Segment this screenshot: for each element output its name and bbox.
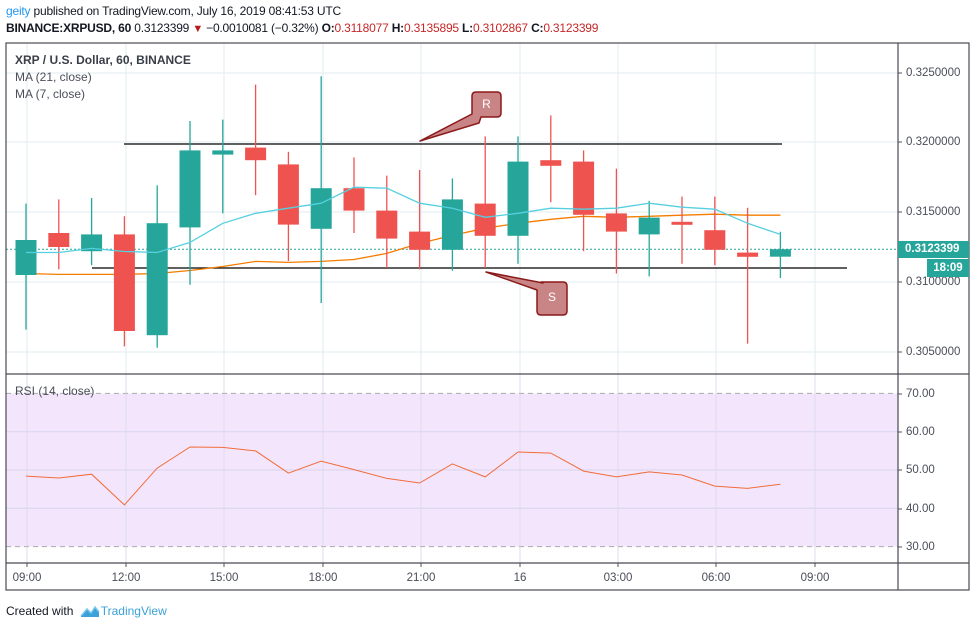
- resistance-callout-label: R: [482, 97, 491, 111]
- rsi-axis-label: 30.00: [906, 541, 935, 553]
- time-axis-label: 16: [513, 572, 527, 584]
- current-price-tag: 0.3123399: [898, 241, 969, 258]
- price-axis-label: 0.3100000: [906, 276, 961, 288]
- time-axis-label: 06:00: [701, 572, 731, 584]
- bar-countdown-tag: 18:09: [927, 259, 969, 277]
- symbol-info: BINANCE:XRPUSD, 60 0.3123399 ▼ −0.001008…: [6, 21, 598, 35]
- time-axis-label: 09:00: [800, 572, 830, 584]
- high-label: H:: [391, 21, 404, 35]
- rsi-legend[interactable]: RSI (14, close): [15, 384, 95, 398]
- low-value: 0.3102867: [472, 21, 528, 35]
- author-link[interactable]: geity: [6, 4, 31, 18]
- publish-text: published on TradingView.com, July 16, 2…: [30, 4, 341, 18]
- ma21-legend[interactable]: MA (21, close): [15, 70, 92, 84]
- time-axis-label: 12:00: [111, 572, 141, 584]
- time-axis-label: 15:00: [209, 572, 239, 584]
- footer: Created with TradingView: [6, 604, 167, 618]
- ma7-legend[interactable]: MA (7, close): [15, 87, 86, 101]
- price-change: −0.0010081 (−0.32%): [206, 21, 319, 35]
- rsi-axis-label: 50.00: [906, 464, 935, 476]
- created-with-text: Created with: [6, 604, 74, 618]
- price-axis-label: 0.3150000: [906, 206, 961, 218]
- time-axis-label: 18:00: [308, 572, 338, 584]
- rsi-grid: [6, 392, 898, 548]
- last-price: 0.3123399: [134, 21, 190, 35]
- rsi-axis-label: 60.00: [906, 426, 935, 438]
- publish-info: geity published on TradingView.com, July…: [6, 4, 341, 18]
- rsi-axis-label: 40.00: [906, 503, 935, 515]
- rsi-axis-label: 70.00: [906, 388, 935, 400]
- callouts[interactable]: [419, 91, 568, 316]
- down-arrow-icon: ▼: [192, 23, 203, 35]
- close-label: C:: [531, 21, 544, 35]
- tradingview-link[interactable]: TradingView: [100, 604, 167, 618]
- price-axis-label: 0.3250000: [906, 67, 961, 79]
- high-value: 0.3135895: [403, 21, 459, 35]
- symbol-name: BINANCE:XRPUSD, 60: [6, 21, 132, 35]
- close-value: 0.3123399: [543, 21, 599, 35]
- tradingview-logo-icon: [80, 605, 100, 617]
- candlesticks: [15, 76, 791, 348]
- time-axis-label: 09:00: [12, 572, 42, 584]
- time-axis-label: 03:00: [603, 572, 633, 584]
- chart-title: XRP / U.S. Dollar, 60, BINANCE: [15, 53, 191, 67]
- open-label: O:: [321, 21, 335, 35]
- low-label: L:: [462, 21, 473, 35]
- ma21-line: [25, 213, 781, 276]
- open-value: 0.3118077: [334, 21, 389, 35]
- price-axis-label: 0.3050000: [906, 346, 961, 358]
- time-axis-label: 21:00: [406, 572, 436, 584]
- ma7-line: [26, 186, 781, 254]
- price-axis-label: 0.3200000: [906, 136, 961, 148]
- rsi-line: [25, 446, 781, 506]
- support-callout-label: S: [547, 290, 556, 304]
- chart-frame: [5, 42, 970, 591]
